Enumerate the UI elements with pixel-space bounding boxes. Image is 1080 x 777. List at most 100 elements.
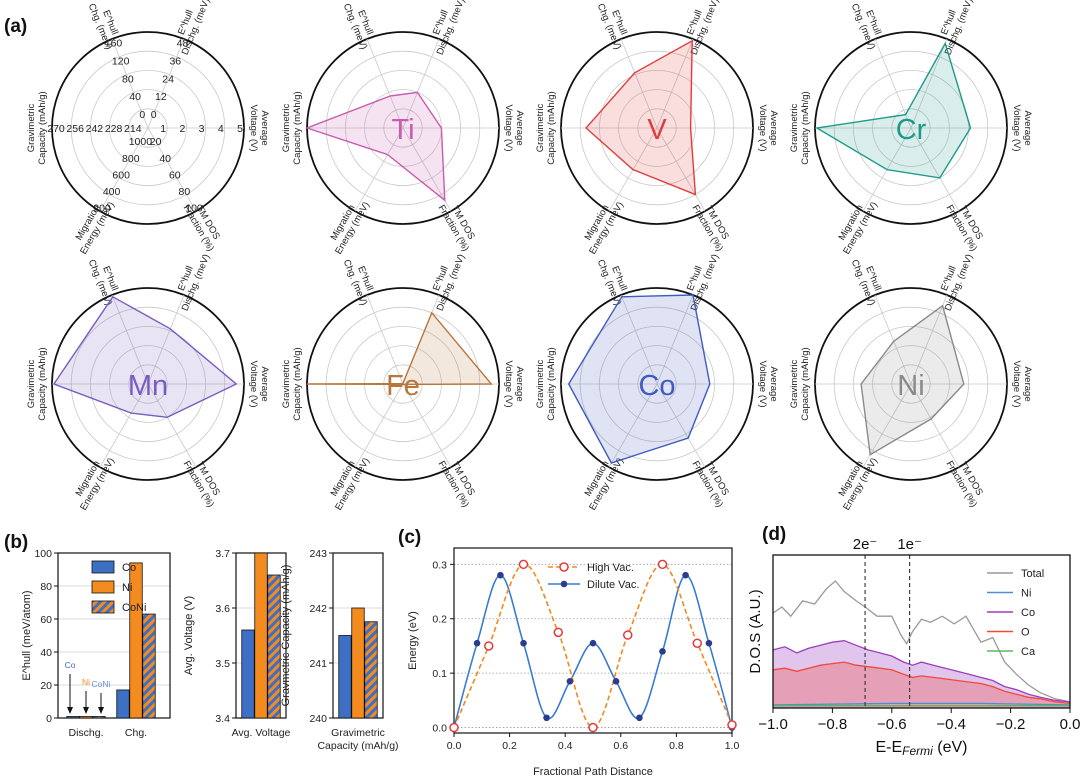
legend-label-coni: CoNi (122, 602, 146, 614)
spoke-label-line: Gravimetric (535, 359, 546, 408)
dos-line-co (772, 640, 1071, 703)
point-dilute-vac (636, 714, 643, 722)
spoke-label-line: Gravimetric (535, 103, 546, 152)
spoke-label-line: Voltage (V) (1011, 361, 1022, 408)
legend-swatch-ni (91, 580, 115, 594)
bar-panel: 0 20 40 60 80 100 E^hull (meV/atom) Dischg. Chg.… (21, 548, 399, 752)
spoke-label-line: Average (1022, 110, 1033, 145)
chart-d: 2e⁻ 1e⁻ −1.0 −0.8 −0.6 −0.4 −0.2 0.0 E-EFermi (e… (747, 536, 1080, 758)
radar-spoke (354, 127, 404, 212)
element-label: Mn (128, 370, 168, 402)
y-tick-label: 3.4 (215, 713, 230, 725)
element-label: Ti (391, 114, 414, 146)
y-axis-label: Energy (eV) (407, 611, 419, 670)
spoke-label-line: Gravimetric (281, 103, 292, 152)
arrow-annotation-co: Co (65, 660, 76, 670)
bar-co (241, 629, 255, 719)
x-tick-label: 0.0 (1060, 716, 1080, 733)
radar-area (306, 311, 493, 386)
radar-spoke (366, 294, 404, 385)
spoke-label: Gravimetric Capacity (mAh/g) (789, 347, 811, 420)
spoke-label-line: Gravimetric (789, 103, 800, 152)
bar-co (66, 716, 80, 719)
spoke-label-line: Capacity (mAh/g) (292, 347, 303, 420)
bar-coni (364, 621, 378, 719)
element-label: Ni (897, 370, 924, 402)
ring-tick: 228 (105, 123, 123, 135)
radar-spoke (99, 383, 149, 468)
annotation-arrowhead (67, 707, 73, 714)
y-tick-label: 40 (40, 647, 52, 659)
y-axis-label: D.O.S (A.U.) (747, 589, 764, 673)
spoke-label: Gravimetric Capacity (mAh/g) (789, 91, 811, 164)
x-tick-label: 0.6 (613, 740, 628, 752)
radar-spoke (656, 383, 706, 468)
spoke-label-line: Voltage (V) (248, 361, 259, 408)
legend-label-ca: Ca (1021, 646, 1036, 658)
spoke-label-line: Voltage (V) (248, 105, 259, 152)
dos-fill-co (773, 640, 1070, 708)
y-tick-label: 60 (40, 614, 52, 626)
point-dilute-vac (659, 648, 666, 655)
radar-area (860, 304, 965, 456)
bar-ni (129, 562, 143, 719)
spoke-label-line: Average (768, 110, 779, 145)
spoke-label-line: Voltage (V) (757, 361, 768, 408)
chart-c: 0.0 0.2 0.4 0.6 0.8 1.0 0.0 0.1 0.2 0.3 Fractional… (407, 547, 739, 777)
radar-spoke (354, 383, 404, 468)
bar-coni (142, 613, 156, 719)
radar-spoke (402, 38, 440, 129)
x-tick-label: −0.6 (877, 716, 907, 733)
spoke-label-line: Average (768, 366, 779, 401)
bar-ni (254, 552, 268, 719)
spoke-label-line: Average (514, 366, 525, 401)
legend-label-o: O (1021, 627, 1030, 639)
annotation-arrowhead (98, 707, 104, 714)
legend-label-high-vac: High Vac. (587, 562, 634, 574)
legend: High Vac. Dilute Vac. (548, 562, 639, 591)
legend-label-ni: Ni (122, 582, 132, 594)
y-tick-label: 242 (309, 603, 327, 615)
radar-area (52, 295, 238, 419)
spoke-label-line: Capacity (mAh/g) (37, 347, 48, 420)
radar-spoke (620, 38, 658, 129)
x-axis-label-unit: (eV) (933, 739, 968, 756)
x-tick-label: −0.4 (936, 716, 966, 733)
ring-tick: 5 (237, 123, 243, 135)
radar-spoke (620, 294, 658, 385)
ring-tick: 40 (159, 153, 171, 165)
y-tick-label: 240 (309, 713, 327, 725)
ring-tick: 200 (93, 203, 111, 215)
spoke-label-line: Capacity (mAh/g) (800, 91, 811, 164)
x-tick-label: 0.8 (669, 740, 684, 752)
ring-tick: 0 (139, 109, 145, 121)
y-tick-label: 0.0 (432, 723, 447, 735)
spoke-label-line: Capacity (mAh/g) (37, 91, 48, 164)
y-tick-label: 0.3 (432, 559, 447, 571)
y-axis-label: E^hull (meV/atom) (21, 590, 33, 680)
ring-tick: 600 (112, 169, 130, 181)
spoke-label: Gravimetric Capacity (mAh/g) (281, 347, 303, 420)
ring-tick: 270 (47, 123, 65, 135)
x-axis-label-sub: Fermi (902, 744, 933, 758)
spoke-label-line: Average (259, 366, 270, 401)
electron-marker-label: 2e⁻ (853, 536, 878, 553)
x-tick-label: 0.0 (447, 740, 462, 752)
x-category-label: Gravimetric (331, 727, 385, 739)
point-high-vac (727, 720, 737, 730)
ring-tick: 4 (218, 123, 224, 135)
ring-tick: 1000 (129, 136, 153, 148)
spoke-label-line: Voltage (V) (503, 361, 514, 408)
